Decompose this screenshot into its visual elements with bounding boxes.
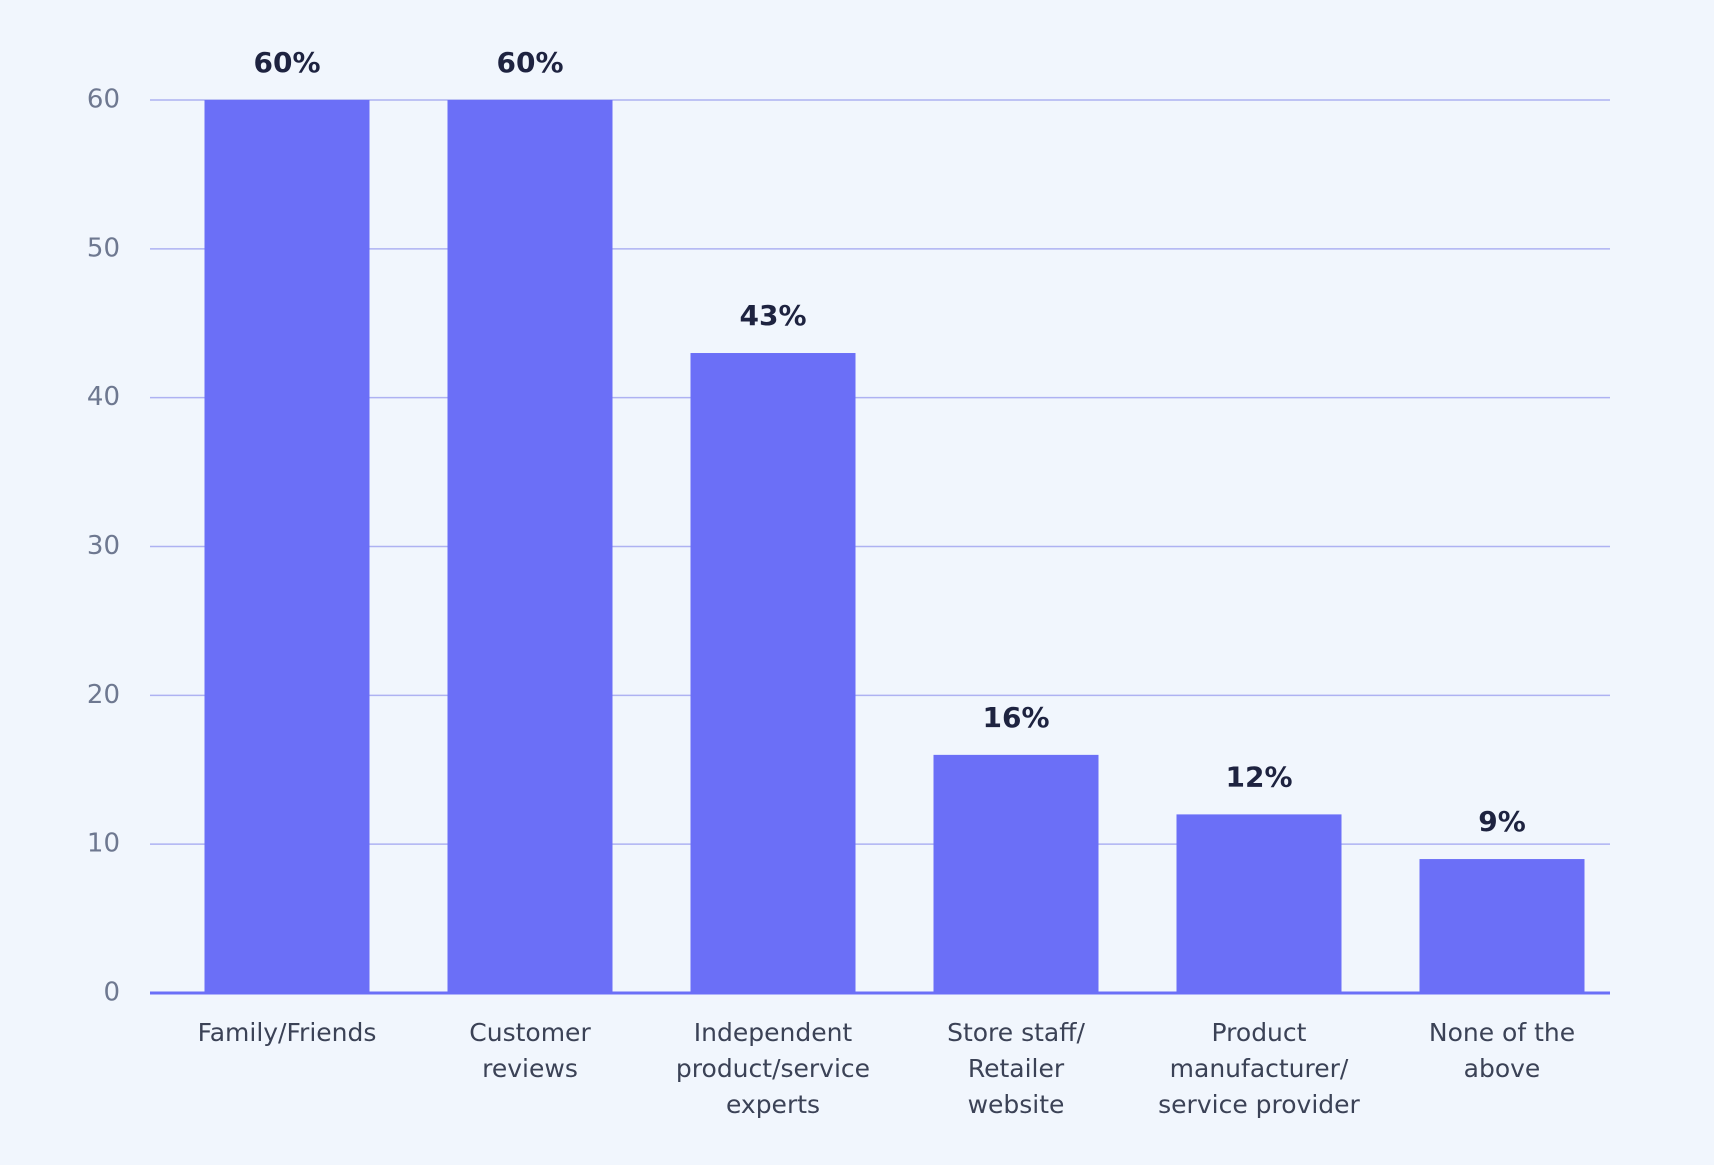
value-label: 43% bbox=[739, 299, 806, 332]
value-label: 12% bbox=[1225, 760, 1292, 793]
x-tick-label: Store staff/ Retailer website bbox=[947, 1018, 1085, 1119]
x-tick-label: Customer reviews bbox=[469, 1018, 591, 1083]
y-tick-label: 0 bbox=[103, 978, 120, 1008]
value-label: 60% bbox=[253, 46, 320, 79]
y-tick-label: 60 bbox=[87, 85, 120, 115]
bar bbox=[1176, 814, 1342, 993]
bar bbox=[204, 100, 370, 993]
bar bbox=[690, 353, 856, 993]
y-tick-label: 50 bbox=[87, 233, 120, 263]
value-label: 16% bbox=[982, 701, 1049, 734]
bar bbox=[447, 100, 613, 993]
x-tick-label: Family/Friends bbox=[197, 1018, 377, 1047]
bar bbox=[1419, 859, 1585, 993]
value-label: 60% bbox=[496, 46, 563, 79]
value-label: 9% bbox=[1478, 805, 1526, 838]
x-tick-label: Product manufacturer/ service provider bbox=[1158, 1018, 1360, 1119]
y-tick-label: 40 bbox=[87, 382, 120, 412]
y-tick-label: 30 bbox=[87, 531, 120, 561]
y-tick-label: 10 bbox=[87, 829, 120, 859]
bar bbox=[933, 754, 1099, 993]
y-tick-label: 20 bbox=[87, 680, 120, 710]
x-tick-label: None of the above bbox=[1428, 1018, 1576, 1083]
x-tick-label: Independent product/service experts bbox=[675, 1018, 871, 1119]
